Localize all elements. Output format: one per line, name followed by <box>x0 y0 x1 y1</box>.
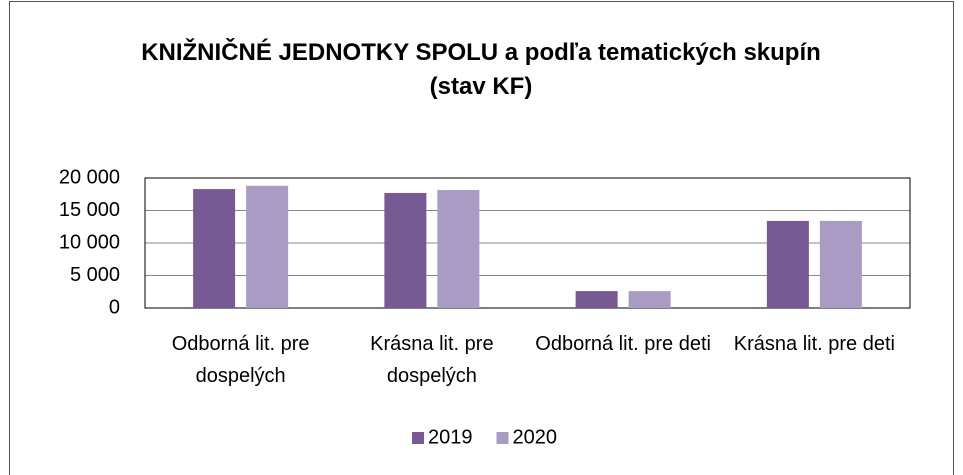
bar <box>575 291 618 308</box>
plot-area <box>144 177 911 309</box>
x-tick-label: Krásna lit. pre deti <box>733 333 895 355</box>
y-tick-label: 10 000 <box>59 231 120 253</box>
y-tick-label: 20 000 <box>59 166 120 188</box>
y-tick-label: 15 000 <box>59 199 120 221</box>
legend-swatch <box>496 432 509 444</box>
bar <box>437 190 480 308</box>
legend-swatch <box>412 432 424 444</box>
bar <box>766 220 809 308</box>
y-tick-label: 0 <box>109 296 120 318</box>
chart-title: KNIŽNIČNÉ JEDNOTKY SPOLU a podľa tematic… <box>141 39 821 100</box>
legend-label: 2020 <box>513 426 558 448</box>
chart-frame <box>9 1 954 475</box>
y-tick-label: 5 000 <box>70 264 120 286</box>
x-tick-label: Odborná lit. pre deti <box>535 333 711 355</box>
bar <box>628 291 671 308</box>
x-tick-label: Odborná lit. pre dospelých <box>171 333 310 387</box>
bar <box>819 220 862 308</box>
bar <box>384 192 427 308</box>
bar <box>246 185 289 308</box>
bar <box>193 189 236 308</box>
x-tick-label: Krásna lit. pre dospelých <box>370 333 494 387</box>
legend-label: 2019 <box>428 426 473 448</box>
